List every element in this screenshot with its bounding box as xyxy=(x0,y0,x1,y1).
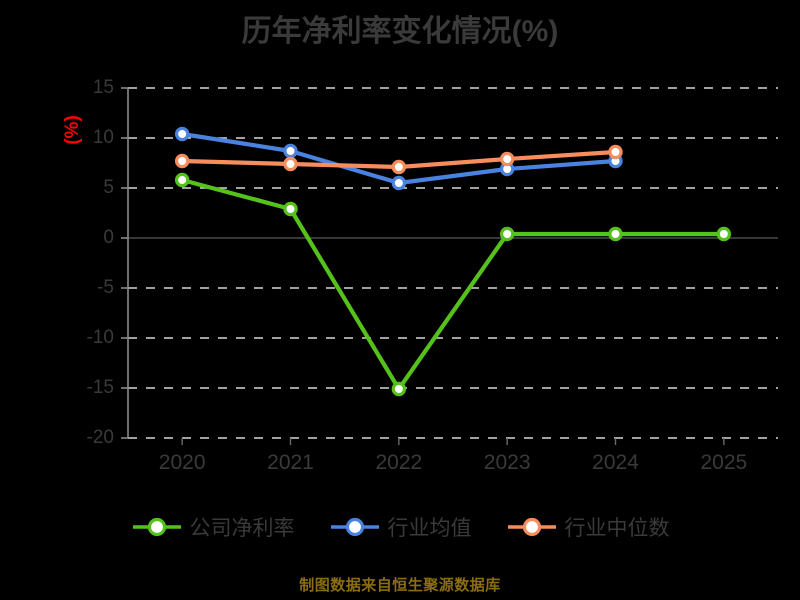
x-axis-tick-label: 2023 xyxy=(483,451,531,474)
data-point-marker xyxy=(391,381,407,397)
y-axis-tick-label: 5 xyxy=(103,177,114,198)
data-point-marker xyxy=(608,144,623,160)
legend-item-2[interactable]: 行业均值 xyxy=(329,512,472,542)
legend-marker-icon xyxy=(329,516,381,538)
chart-legend: 公司净利率 行业均值 行业中位数 xyxy=(0,512,800,542)
legend-label: 行业中位数 xyxy=(564,517,670,540)
chart-title: 历年净利率变化情况(%) xyxy=(241,15,559,48)
data-point-marker xyxy=(174,126,190,142)
y-axis-tick-label: 0 xyxy=(103,227,114,248)
data-point-marker xyxy=(283,156,298,172)
y-axis-tick-label: 15 xyxy=(92,77,114,98)
data-point-marker xyxy=(499,226,515,242)
data-point-marker xyxy=(608,226,623,242)
data-point-marker xyxy=(391,159,407,175)
x-axis-tick-label: 2022 xyxy=(375,451,423,474)
legend-label: 行业均值 xyxy=(387,517,472,540)
data-point-marker xyxy=(283,143,298,159)
legend-label: 公司净利率 xyxy=(189,517,295,540)
x-axis-tick-label: 2021 xyxy=(267,451,314,474)
x-axis-tick-label: 2024 xyxy=(592,451,639,474)
data-point-marker xyxy=(391,175,407,191)
legend-item-3[interactable]: 行业中位数 xyxy=(506,512,670,542)
legend-item-1[interactable]: 公司净利率 xyxy=(131,512,295,542)
y-axis-tick-label: -20 xyxy=(86,427,114,448)
x-axis-tick-label: 2020 xyxy=(158,451,206,474)
data-point-marker xyxy=(716,226,732,242)
y-axis-tick-label: 10 xyxy=(92,127,114,148)
legend-marker-icon xyxy=(506,516,558,538)
data-point-marker xyxy=(174,172,190,188)
footer-source-note: 制图数据来自恒生聚源数据库 xyxy=(299,577,501,594)
data-point-marker xyxy=(499,151,515,167)
y-axis-tick-label: -15 xyxy=(86,377,114,398)
y-axis-tick-label: -10 xyxy=(86,327,114,348)
data-point-marker xyxy=(283,201,298,217)
x-axis-tick-label: 2025 xyxy=(700,451,748,474)
series-line xyxy=(180,131,618,186)
y-axis-tick-label: -5 xyxy=(97,277,114,298)
data-point-marker xyxy=(174,153,190,169)
series-line xyxy=(180,177,726,392)
legend-marker-icon xyxy=(131,516,183,538)
